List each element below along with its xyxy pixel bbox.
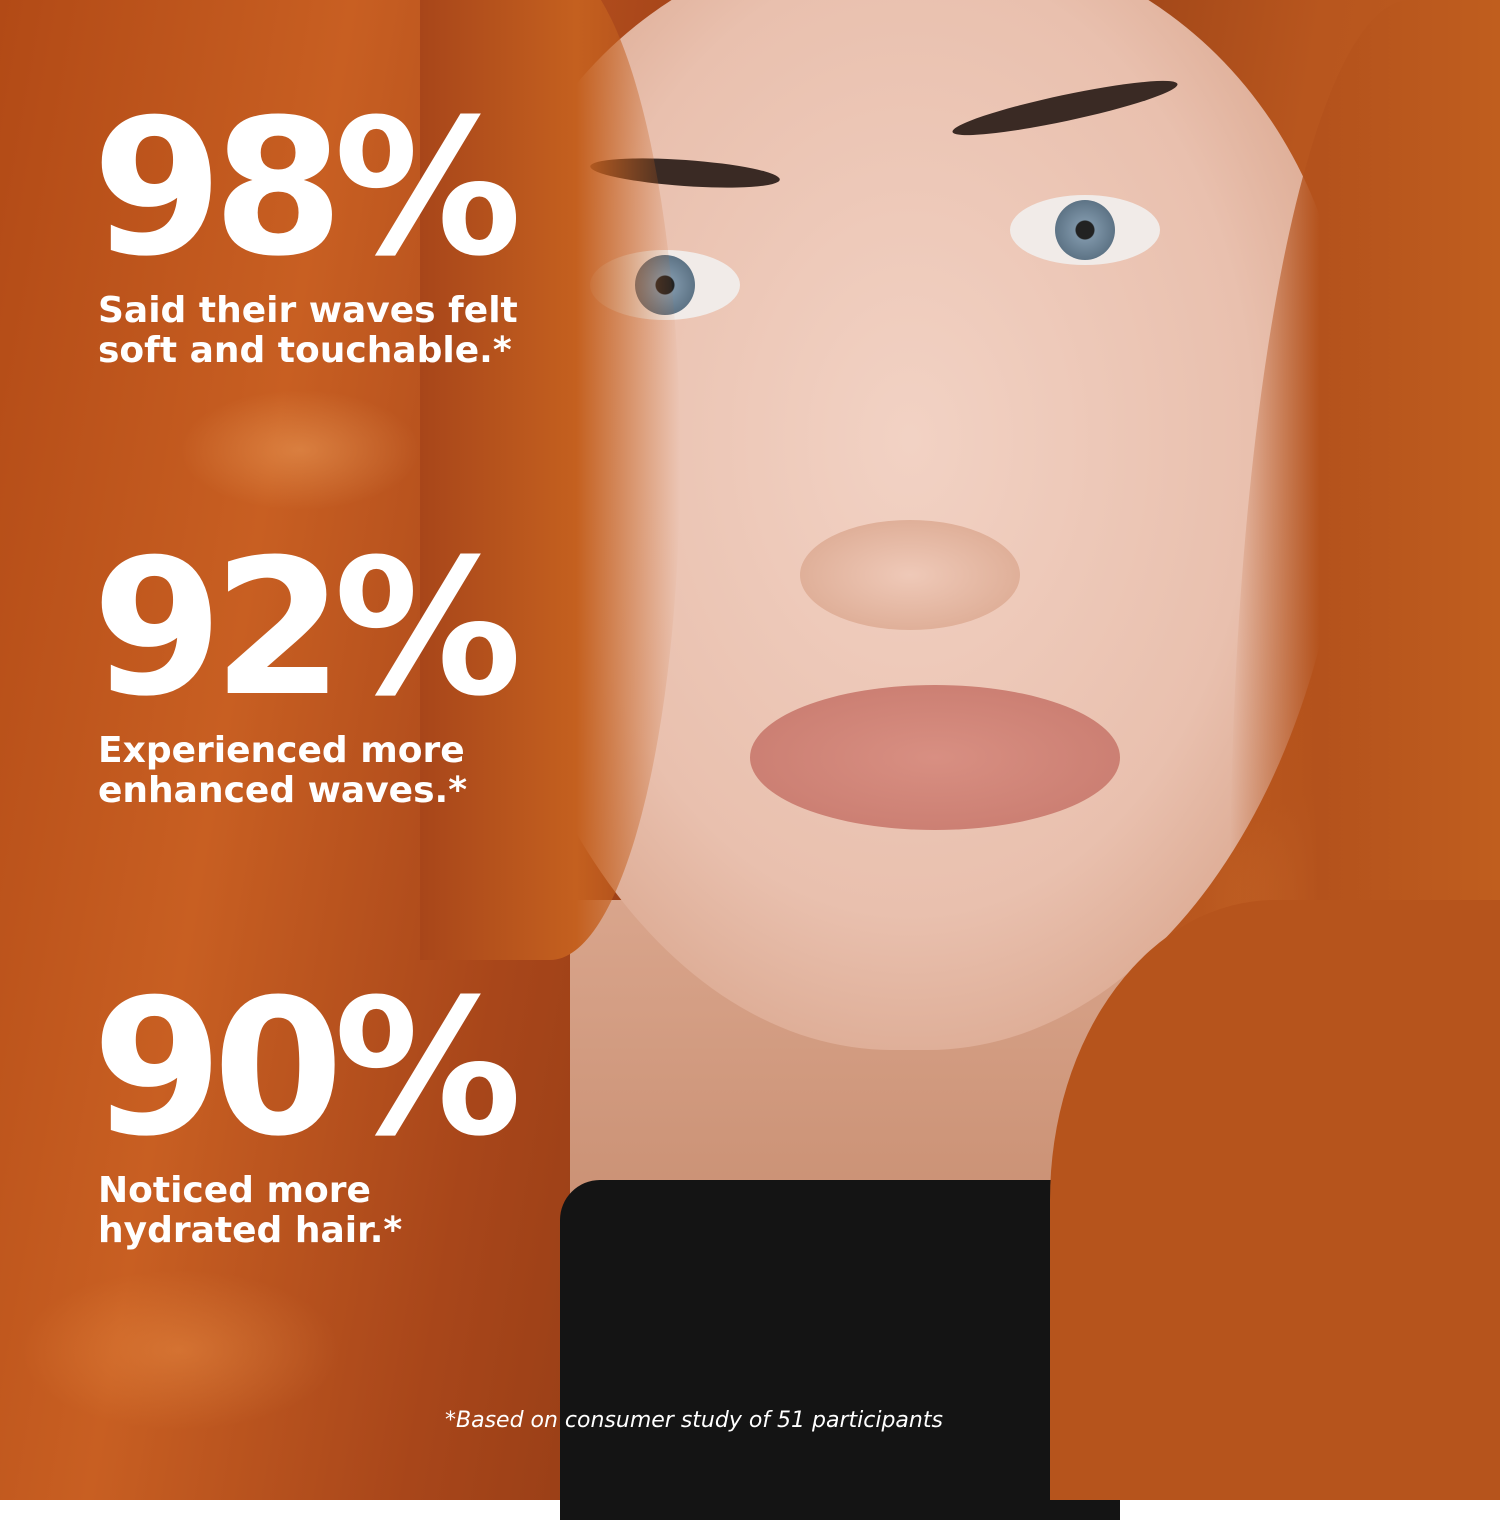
stat-98: 98% Said their waves felt soft and touch…	[92, 95, 522, 371]
right-eye	[1010, 195, 1160, 265]
stat-caption: Noticed more hydrated hair.*	[98, 1171, 512, 1251]
black-top	[560, 1180, 1120, 1520]
stat-92: 92% Experienced more enhanced waves.*	[92, 535, 522, 811]
hair-bottom	[1050, 900, 1500, 1500]
stat-value: 90%	[92, 959, 522, 1178]
footnote: *Based on consumer study of 51 participa…	[445, 1408, 943, 1433]
caption-line: enhanced waves.*	[98, 770, 468, 811]
caption-line: hydrated hair.*	[98, 1210, 403, 1251]
stat-value: 92%	[92, 519, 522, 738]
caption-line: Experienced more	[98, 730, 465, 771]
caption-line: Noticed more	[98, 1170, 371, 1211]
nose	[800, 520, 1020, 630]
stat-caption: Said their waves felt soft and touchable…	[98, 291, 518, 371]
caption-line: soft and touchable.*	[98, 330, 512, 371]
hair-left	[420, 0, 680, 960]
lips	[750, 685, 1120, 830]
stat-90: 90% Noticed more hydrated hair.*	[92, 975, 522, 1251]
stat-value: 98%	[92, 79, 522, 298]
stat-caption: Experienced more enhanced waves.*	[98, 731, 512, 811]
caption-line: Said their waves felt	[98, 290, 518, 331]
